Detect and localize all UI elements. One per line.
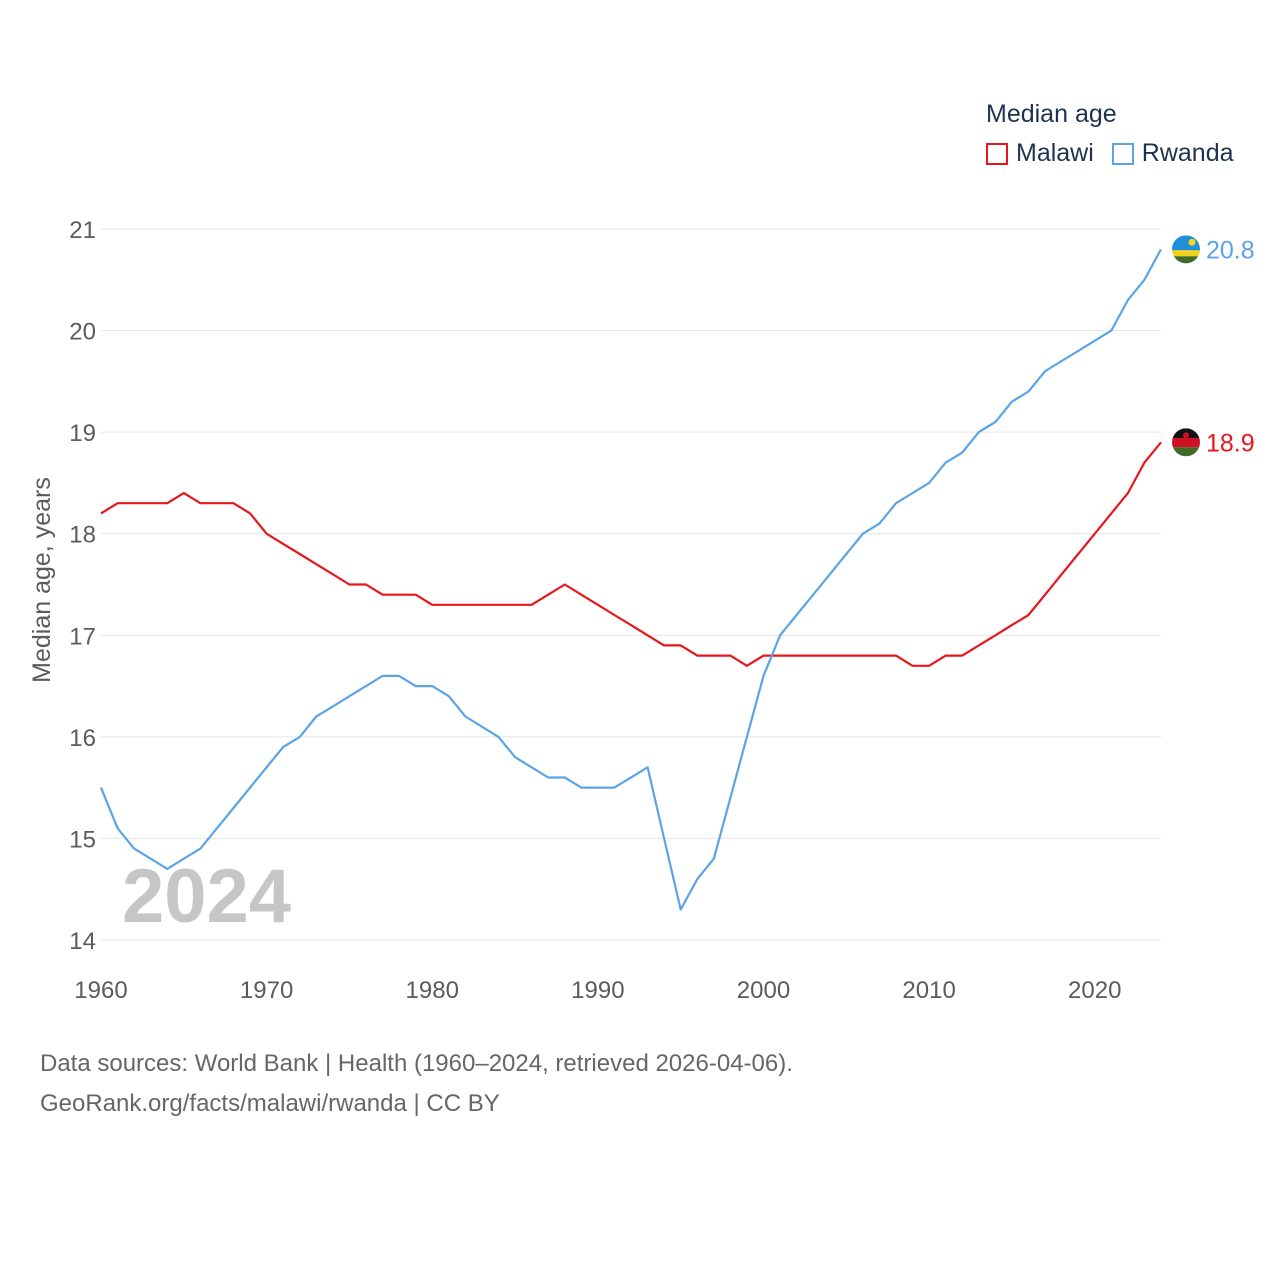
y-tick-label: 16 [69,725,96,752]
x-tick-label: 1980 [406,977,459,1004]
source-line: Data sources: World Bank | Health (1960–… [40,1050,793,1077]
y-tick-label: 19 [69,420,96,447]
grid-lines [101,228,1161,941]
y-tick-label: 14 [69,928,96,955]
y-tick-label: 20 [69,319,96,346]
y-tick-label: 21 [69,217,96,244]
y-tick-label: 18 [69,522,96,549]
end-label-rwanda: 20.8 [1206,236,1255,264]
y-axis-label: Median age, years [28,477,56,683]
x-tick-label: 1990 [571,977,624,1004]
y-tick-label: 17 [69,623,96,650]
legend: Median age Malawi Rwanda [986,100,1234,168]
x-tick-label: 2000 [737,977,790,1004]
series-line-malawi[interactable] [100,441,1162,667]
x-tick-label: 1970 [240,977,293,1004]
end-markers: 18.9 20.8 [1172,235,1255,457]
year-overlay: 2024 [122,854,291,939]
legend-item-malawi[interactable]: Malawi [986,139,1094,168]
y-axis-ticks: 14 15 16 17 18 19 20 21 [69,217,96,955]
end-label-malawi: 18.9 [1206,429,1255,457]
malawi-flag-icon [1172,428,1200,457]
legend-label-malawi: Malawi [1016,139,1094,167]
x-tick-label: 2010 [902,977,955,1004]
legend-swatch-malawi [986,142,1008,165]
data-source: Data sources: World Bank | Health (1960–… [40,1044,793,1124]
credit-line: GeoRank.org/facts/malawi/rwanda | CC BY [40,1090,500,1117]
series-lines [99,248,1162,911]
x-tick-label: 1960 [74,977,127,1004]
x-tick-label: 2020 [1068,977,1121,1004]
legend-swatch-rwanda [1111,142,1134,165]
rwanda-flag-icon [1172,235,1200,264]
legend-item-rwanda[interactable]: Rwanda [1111,139,1234,168]
legend-label-rwanda: Rwanda [1141,139,1234,167]
y-tick-label: 15 [69,826,96,853]
series-line-rwanda[interactable] [99,248,1162,911]
x-axis-ticks: 1960 1970 1980 1990 2000 2010 2020 [74,977,1121,1004]
legend-title: Median age [986,100,1117,128]
